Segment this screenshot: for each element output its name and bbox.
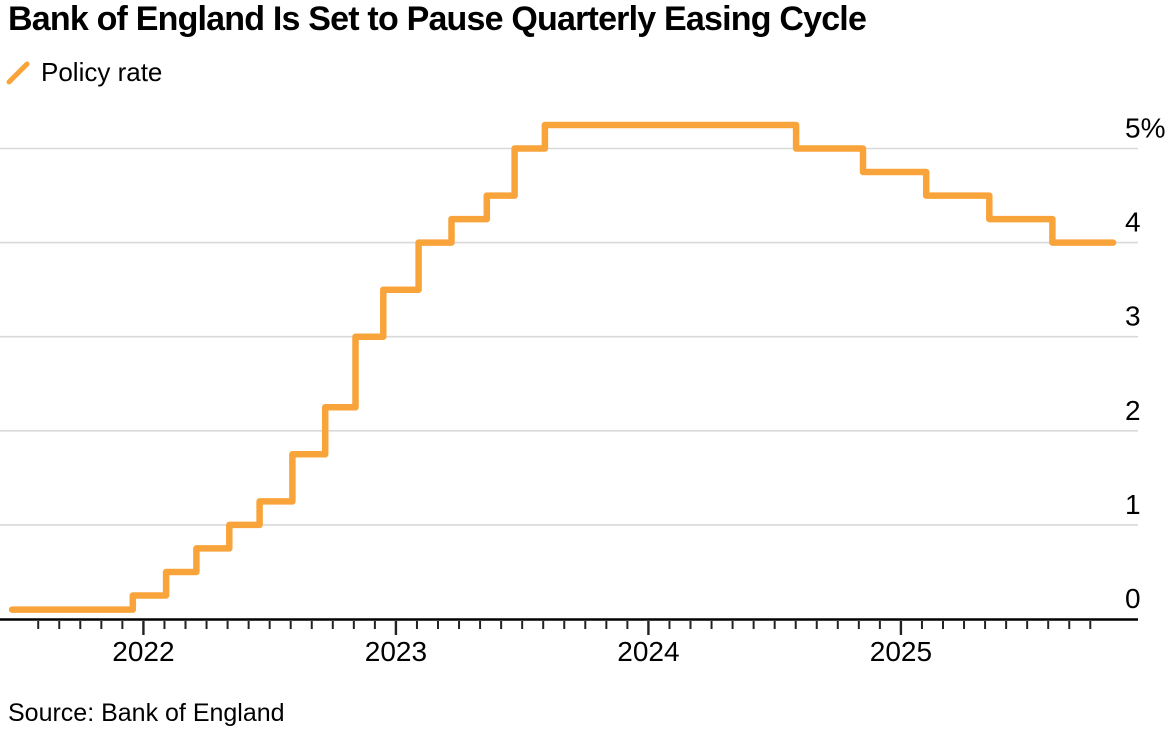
x-tick-label: 2025: [870, 636, 932, 667]
legend: Policy rate: [5, 57, 162, 88]
y-tick-label: 1: [1125, 489, 1141, 520]
y-tick-label: 2: [1125, 395, 1141, 426]
chart-title: Bank of England Is Set to Pause Quarterl…: [8, 0, 867, 38]
y-tick-label: 4: [1125, 207, 1141, 238]
y-tick-label: 3: [1125, 301, 1141, 332]
x-tick-label: 2024: [617, 636, 679, 667]
policy-rate-legend-icon: [6, 61, 30, 84]
legend-label: Policy rate: [41, 57, 163, 87]
y-tick-label: 5%: [1125, 113, 1165, 144]
x-tick-label: 2022: [112, 636, 174, 667]
x-tick-label: 2023: [365, 636, 427, 667]
policy-rate-line: [8, 121, 1117, 613]
source-note: Source: Bank of England: [8, 699, 285, 727]
y-tick-label: 0: [1125, 583, 1141, 614]
